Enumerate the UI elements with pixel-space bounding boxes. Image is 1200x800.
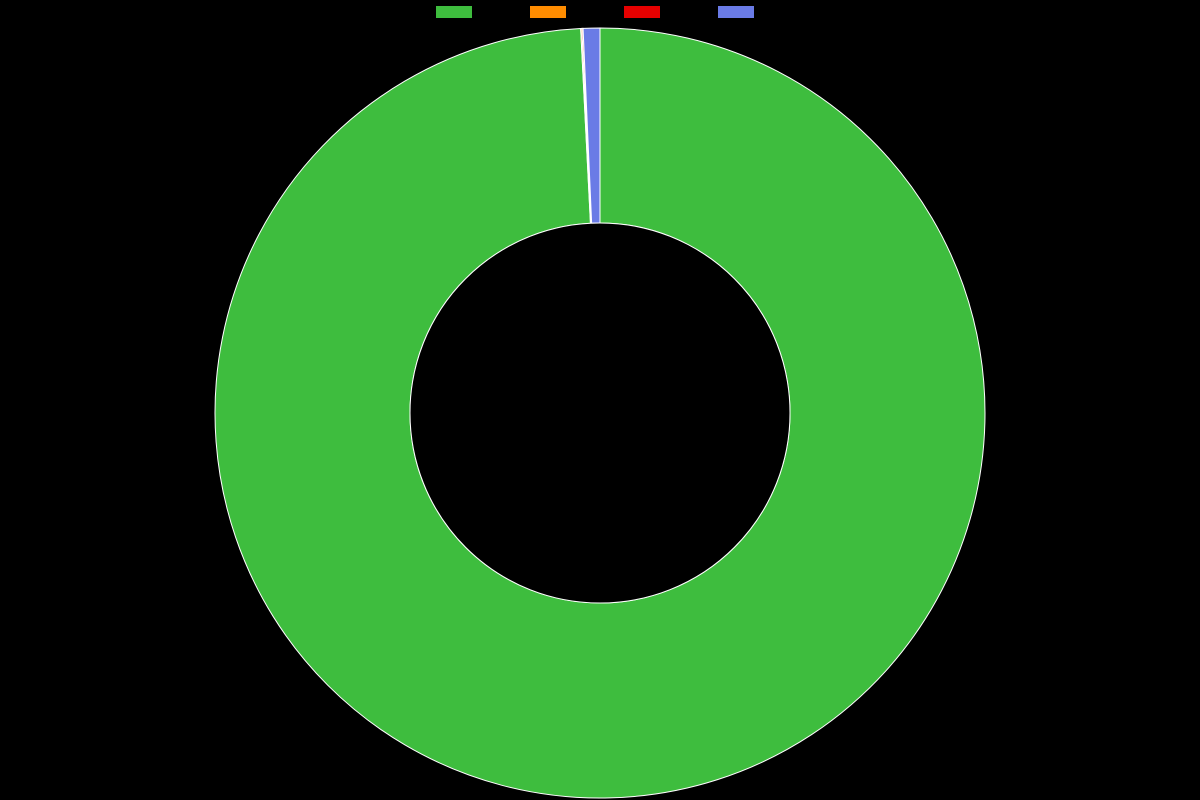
legend-item-1 xyxy=(530,6,576,18)
legend-swatch-0 xyxy=(436,6,472,18)
donut-chart xyxy=(0,26,1200,800)
legend-swatch-1 xyxy=(530,6,566,18)
donut-hole xyxy=(410,223,790,603)
legend-swatch-2 xyxy=(624,6,660,18)
legend-item-3 xyxy=(718,6,764,18)
legend-item-2 xyxy=(624,6,670,18)
legend xyxy=(0,6,1200,18)
donut-svg xyxy=(213,26,987,800)
legend-swatch-3 xyxy=(718,6,754,18)
legend-item-0 xyxy=(436,6,482,18)
chart-container xyxy=(0,0,1200,800)
